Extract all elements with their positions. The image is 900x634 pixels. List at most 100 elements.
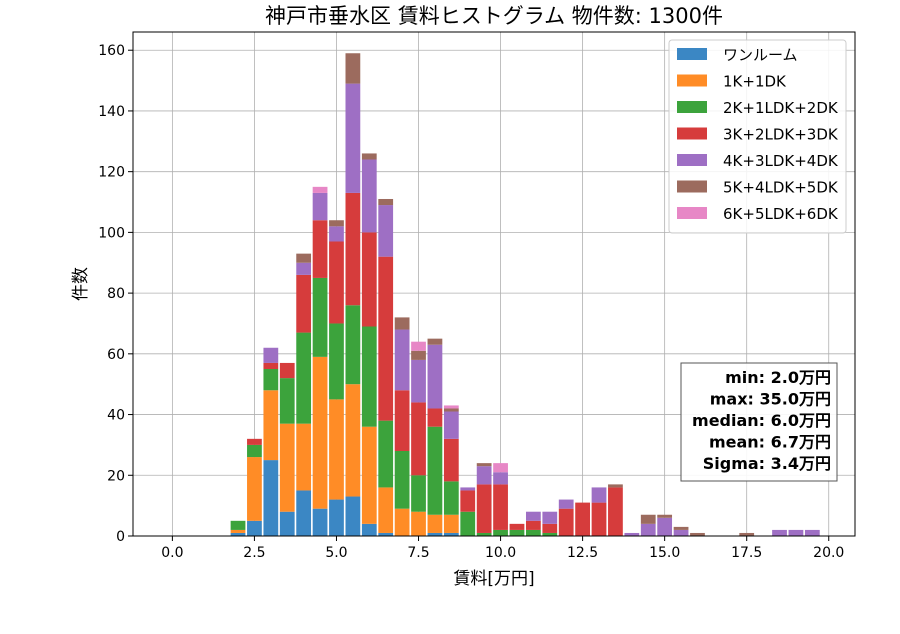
bar-segment-series-5 [772, 529, 787, 536]
bar-segment-series-4 [411, 402, 426, 476]
bar-segment-series-7 [493, 463, 508, 473]
bar-segment-series-4 [509, 523, 525, 530]
bar-segment-series-5 [624, 532, 640, 536]
bar-segment-series-6 [443, 408, 459, 412]
bar-segment-series-4 [575, 502, 590, 536]
bar-segment-series-6 [476, 463, 492, 467]
bar-segment-series-5 [657, 517, 673, 536]
bar-segment-series-4 [312, 220, 328, 278]
bar-segment-series-4 [361, 232, 377, 327]
legend-label: ワンルーム [723, 46, 798, 64]
y-tick-label: 60 [107, 347, 125, 363]
x-tick-label: 5.0 [325, 545, 347, 561]
bar-segment-series-4 [345, 192, 361, 306]
y-tick-label: 120 [98, 165, 125, 181]
bar-segment-series-3 [230, 520, 246, 530]
legend: ワンルーム 1K+1DK 2K+1LDK+2DK 3K+2LDK+3DK 4K+3LDK… [668, 39, 847, 234]
legend-box [668, 39, 847, 234]
legend-label: 5K+4LDK+5DK [723, 179, 839, 197]
bar-segment-series-5 [443, 411, 459, 439]
bar-segment-series-2 [230, 529, 246, 533]
bar-segment-series-2 [345, 384, 361, 497]
stats-line: Sigma: 3.4万円 [703, 454, 831, 473]
bar-segment-series-4 [296, 274, 312, 333]
bar-segment-series-4 [460, 490, 476, 512]
bar-segment-series-4 [378, 256, 394, 421]
bar-segment-series-3 [493, 529, 508, 536]
bar-segment-series-2 [247, 457, 262, 521]
x-tick-label: 7.5 [407, 545, 429, 561]
bar-segment-series-2 [411, 511, 426, 536]
legend-swatch [677, 180, 707, 193]
stats-line: mean: 6.7万円 [709, 433, 831, 452]
plot-frame [132, 31, 856, 537]
bar-segment-series-6 [427, 338, 443, 345]
x-tick-label: 15.0 [649, 545, 680, 561]
bar-segment-series-2 [443, 514, 459, 533]
bar-segment-series-6 [608, 484, 623, 488]
bar-segment-series-1 [378, 532, 394, 536]
bar-segment-series-1 [345, 496, 361, 536]
bar-segment-series-6 [673, 526, 689, 530]
bar-segment-series-4 [427, 408, 443, 427]
bar-segment-series-2 [312, 356, 328, 509]
bar-segment-series-3 [411, 475, 426, 512]
y-tick-label: 140 [98, 104, 125, 120]
bar-segment-series-6 [345, 53, 361, 84]
bar-segment-series-5 [263, 347, 279, 363]
bar-segment-series-1 [247, 520, 262, 536]
y-tick-label: 80 [107, 286, 125, 302]
bar-segment-series-4 [493, 484, 508, 530]
bar-segment-series-5 [525, 511, 541, 521]
bar-segment-series-7 [411, 341, 426, 351]
bar-segment-series-3 [542, 532, 558, 536]
legend-swatch [677, 207, 707, 219]
bar-segment-series-1 [361, 523, 377, 536]
y-tick-label: 20 [107, 468, 125, 484]
bar-segment-series-1 [263, 460, 279, 536]
bar-segment-series-2 [361, 426, 377, 524]
bar-segment-series-3 [509, 529, 525, 536]
bar-segment-series-3 [279, 378, 295, 424]
bar-segment-series-3 [443, 481, 459, 515]
bar-segment-series-5 [378, 205, 394, 257]
bar-segment-series-6 [640, 514, 656, 524]
bar-segment-series-4 [608, 487, 623, 536]
bar-segment-series-4 [558, 508, 574, 536]
bar-segment-series-6 [378, 198, 394, 206]
bar-segment-series-3 [394, 450, 410, 509]
legend-swatch [677, 154, 707, 166]
bar-segment-series-2 [296, 423, 312, 491]
bar-segment-series-4 [263, 362, 279, 370]
bar-segment-series-6 [690, 532, 705, 536]
bar-segment-series-5 [591, 487, 607, 503]
y-tick-label: 160 [98, 43, 125, 59]
bar-segment-series-3 [525, 529, 541, 536]
bar-segment-series-6 [411, 350, 426, 360]
stats-box: min: 2.0万円 max: 35.0万円 median: 6.0万円 mean: … [680, 362, 838, 482]
bar-segment-series-4 [394, 390, 410, 451]
bar-segment-series-5 [411, 359, 426, 403]
stats-line: median: 6.0万円 [692, 411, 831, 430]
bar-segment-series-3 [329, 323, 344, 400]
stats-line: min: 2.0万円 [725, 368, 831, 387]
x-tick-label: 2.5 [243, 545, 265, 561]
bar-segment-series-3 [361, 326, 377, 427]
legend-label: 6K+5LDK+6DK [723, 205, 839, 223]
legend-label: 1K+1DK [723, 73, 787, 91]
chart-title: 神戸市垂水区 賃料ヒストグラム 物件数: 1300件 [265, 4, 723, 28]
bar-segment-series-4 [476, 484, 492, 533]
x-axis-label: 賃料[万円] [453, 569, 534, 589]
bar-segment-series-5 [788, 529, 804, 536]
bar-segment-series-4 [542, 523, 558, 533]
bar-segment-series-6 [657, 514, 673, 518]
stats-line: max: 35.0万円 [710, 390, 831, 409]
bar-segment-series-5 [329, 226, 344, 242]
bar-segment-series-5 [493, 472, 508, 485]
legend-swatch [677, 127, 707, 140]
x-tick-label: 10.0 [485, 545, 516, 561]
y-tick-label: 0 [116, 529, 125, 545]
bar-segment-series-5 [394, 329, 410, 391]
bar-segment-series-5 [804, 529, 820, 536]
